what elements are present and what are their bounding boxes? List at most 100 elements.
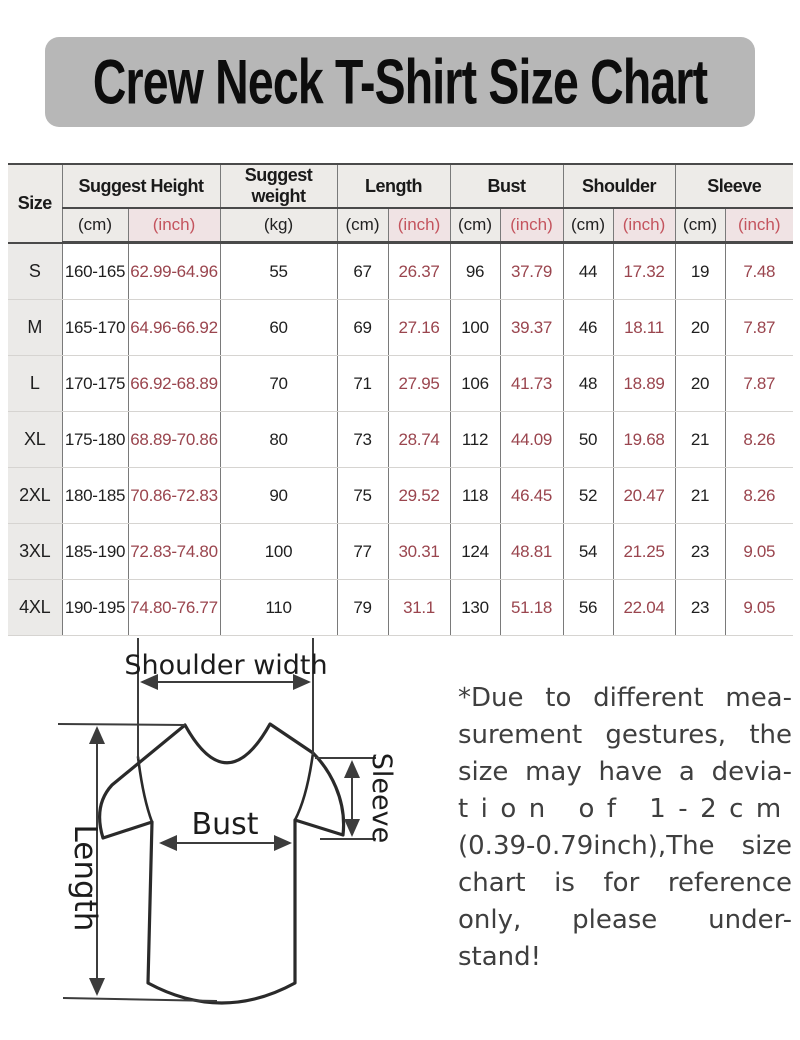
table-cell: 175-180	[62, 411, 129, 468]
table-cell: 73	[337, 411, 389, 468]
table-cell: 56	[563, 579, 614, 636]
column-header-shoulder: Shoulder	[563, 163, 676, 209]
table-cell: 44.09	[500, 411, 564, 468]
unit-length-cm: (cm)	[337, 208, 389, 244]
table-cell: 9.05	[725, 579, 794, 636]
table-cell: 75	[337, 467, 389, 524]
table-cell: 96	[450, 242, 501, 300]
page-title: Crew Neck T-Shirt Size Chart	[92, 46, 708, 118]
size-label: 2XL	[8, 467, 63, 524]
table-cell: 20	[675, 355, 726, 412]
column-header-height: Suggest Height	[62, 163, 221, 209]
note-line: only, please under-	[458, 905, 792, 935]
size-label: S	[8, 242, 63, 300]
table-cell: 27.16	[388, 299, 451, 356]
bust-label: Bust	[192, 807, 259, 842]
table-cell: 7.87	[725, 299, 794, 356]
table-cell: 70	[220, 355, 338, 412]
table-cell: 60	[220, 299, 338, 356]
unit-shoulder-cm: (cm)	[563, 208, 614, 244]
unit-weight-kg: (kg)	[220, 208, 338, 244]
unit-height-inch: (inch)	[128, 208, 221, 244]
table-cell: 54	[563, 523, 614, 580]
size-table-body: S 160-165 62.99-64.96 55 67 26.37 96 37.79 44 17.…	[8, 242, 794, 636]
table-cell: 77	[337, 523, 389, 580]
note-line: (0.39-0.79inch),The size	[458, 831, 792, 861]
table-cell: 50	[563, 411, 614, 468]
table-cell: 124	[450, 523, 501, 580]
table-cell: 20.47	[613, 467, 676, 524]
table-cell: 23	[675, 523, 726, 580]
table-cell: 110	[220, 579, 338, 636]
table-cell: 180-185	[62, 467, 129, 524]
table-cell: 20	[675, 299, 726, 356]
table-row: 2XL 180-185 70.86-72.83 90 75 29.52 118 46.45 52…	[8, 467, 794, 524]
table-cell: 52	[563, 467, 614, 524]
unit-shoulder-inch: (inch)	[613, 208, 676, 244]
note-line: tion of 1-2cm	[458, 794, 794, 824]
table-cell: 28.74	[388, 411, 451, 468]
table-cell: 8.26	[725, 467, 794, 524]
table-row: 3XL 185-190 72.83-74.80 100 77 30.31 124 48.81 5…	[8, 523, 794, 580]
table-cell: 112	[450, 411, 501, 468]
tshirt-diagram: Shoulder width Bust Length Sleeve	[57, 638, 397, 1005]
unit-length-inch: (inch)	[388, 208, 451, 244]
table-cell: 74.80-76.77	[128, 579, 221, 636]
length-guide-bottom	[62, 997, 218, 1002]
table-cell: 21.25	[613, 523, 676, 580]
table-cell: 46.45	[500, 467, 564, 524]
table-cell: 185-190	[62, 523, 129, 580]
table-cell: 90	[220, 467, 338, 524]
table-cell: 31.1	[388, 579, 451, 636]
table-cell: 71	[337, 355, 389, 412]
column-header-weight: Suggest weight	[220, 163, 338, 209]
table-cell: 9.05	[725, 523, 794, 580]
table-cell: 55	[220, 242, 338, 300]
table-cell: 21	[675, 411, 726, 468]
unit-bust-inch: (inch)	[500, 208, 564, 244]
tshirt-right-armhole-seam	[293, 751, 315, 822]
size-label: M	[8, 299, 63, 356]
table-cell: 68.89-70.86	[128, 411, 221, 468]
unit-bust-cm: (cm)	[450, 208, 501, 244]
table-cell: 62.99-64.96	[128, 242, 221, 300]
table-cell: 67	[337, 242, 389, 300]
table-row: XL 175-180 68.89-70.86 80 73 28.74 112 44.09 50 1…	[8, 411, 794, 468]
table-row: 4XL 190-195 74.80-76.77 110 79 31.1 130 51.18 56…	[8, 579, 794, 636]
table-cell: 17.32	[613, 242, 676, 300]
table-cell: 48.81	[500, 523, 564, 580]
table-cell: 79	[337, 579, 389, 636]
column-header-size: Size	[8, 163, 63, 244]
length-guide-top	[57, 723, 186, 726]
unit-height-cm: (cm)	[62, 208, 129, 244]
size-table: Size Suggest Height Suggest weight Lengt…	[8, 163, 794, 636]
note-text: *Due to different mea- surement gestures…	[458, 680, 792, 976]
table-cell: 100	[450, 299, 501, 356]
size-label: 4XL	[8, 579, 63, 636]
size-table-wrap: Size Suggest Height Suggest weight Lengt…	[8, 163, 794, 636]
table-cell: 27.95	[388, 355, 451, 412]
table-cell: 130	[450, 579, 501, 636]
table-header-units: (cm) (inch) (kg) (cm) (inch) (cm) (inch)…	[8, 208, 794, 244]
table-cell: 160-165	[62, 242, 129, 300]
table-row: L 170-175 66.92-68.89 70 71 27.95 106 41.73 48 18…	[8, 355, 794, 412]
table-cell: 46	[563, 299, 614, 356]
table-cell: 170-175	[62, 355, 129, 412]
table-cell: 18.89	[613, 355, 676, 412]
table-cell: 64.96-66.92	[128, 299, 221, 356]
column-header-length: Length	[337, 163, 451, 209]
table-cell: 19.68	[613, 411, 676, 468]
table-cell: 70.86-72.83	[128, 467, 221, 524]
unit-sleeve-inch: (inch)	[725, 208, 794, 244]
table-cell: 26.37	[388, 242, 451, 300]
column-header-bust: Bust	[450, 163, 564, 209]
table-cell: 18.11	[613, 299, 676, 356]
table-cell: 190-195	[62, 579, 129, 636]
table-cell: 19	[675, 242, 726, 300]
table-row: M 165-170 64.96-66.92 60 69 27.16 100 39.37 46 18…	[8, 299, 794, 356]
note-line: surement gestures, the	[458, 720, 792, 750]
table-cell: 72.83-74.80	[128, 523, 221, 580]
shoulder-width-label: Shoulder width	[124, 650, 327, 681]
table-cell: 118	[450, 467, 501, 524]
title-bar: Crew Neck T-Shirt Size Chart	[45, 37, 755, 127]
